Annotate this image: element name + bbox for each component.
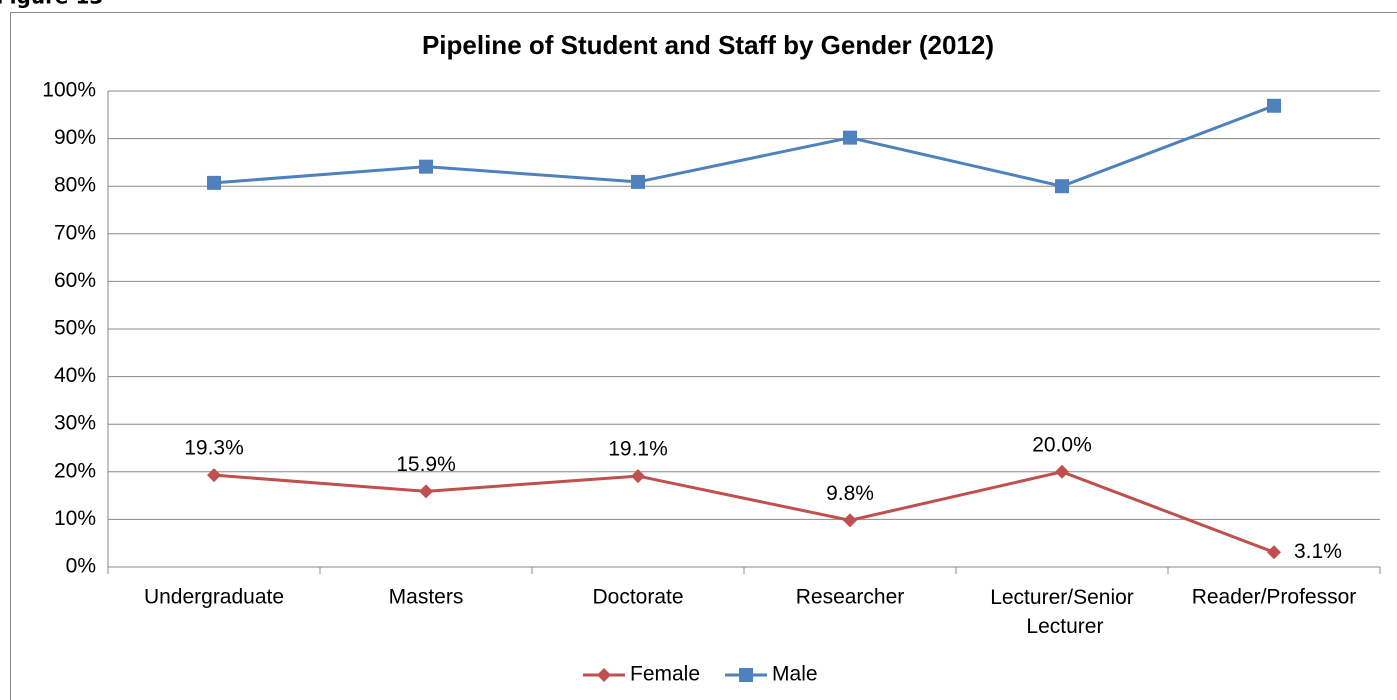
figure-label: Figure 13 (0, 0, 103, 9)
chart-border (10, 12, 1397, 700)
data-label: 20.0% (1032, 433, 1092, 456)
marker (631, 469, 645, 484)
y-tick-label: 60% (54, 269, 96, 292)
x-tick-label: Doctorate (592, 586, 683, 609)
marker (631, 174, 645, 189)
marker (207, 468, 221, 483)
series-line (213, 104, 1275, 188)
y-tick-label: 40% (54, 364, 96, 387)
marker (1267, 545, 1281, 560)
chart-title: Pipeline of Student and Staff by Gender … (422, 30, 994, 60)
marker (419, 484, 433, 499)
y-tick-label: 50% (54, 317, 96, 340)
y-tick-label: 80% (54, 174, 96, 197)
marker (1267, 98, 1281, 113)
series-line (213, 470, 1275, 554)
marker (843, 513, 857, 528)
data-label: 19.1% (608, 438, 668, 461)
y-tick-label: 20% (54, 459, 96, 482)
y-tick-label: 0% (66, 555, 96, 578)
y-tick-label: 10% (54, 507, 96, 530)
x-tick-label: Reader/Professor (1192, 586, 1357, 609)
marker (1055, 179, 1069, 194)
legend-label: Male (772, 663, 818, 686)
data-label: 9.8% (826, 482, 874, 505)
y-tick-label: 30% (54, 412, 96, 435)
y-tick-label: 100% (42, 79, 96, 102)
marker (207, 175, 221, 190)
marker (1055, 464, 1069, 479)
data-label: 19.3% (184, 437, 244, 460)
marker (597, 668, 611, 682)
y-tick-label: 70% (54, 221, 96, 244)
x-tick-label: Undergraduate (144, 586, 284, 609)
x-tick-label: Researcher (796, 586, 905, 609)
data-label: 15.9% (396, 453, 456, 476)
x-tick-label: Lecturer/Senior Lecturer (990, 586, 1134, 638)
x-tick-label: Masters (389, 586, 464, 609)
data-label: 3.1% (1294, 540, 1342, 563)
marker (843, 130, 857, 145)
marker (739, 668, 754, 682)
y-tick-label: 90% (54, 126, 96, 149)
legend-label: Female (630, 663, 700, 686)
marker (419, 159, 433, 174)
